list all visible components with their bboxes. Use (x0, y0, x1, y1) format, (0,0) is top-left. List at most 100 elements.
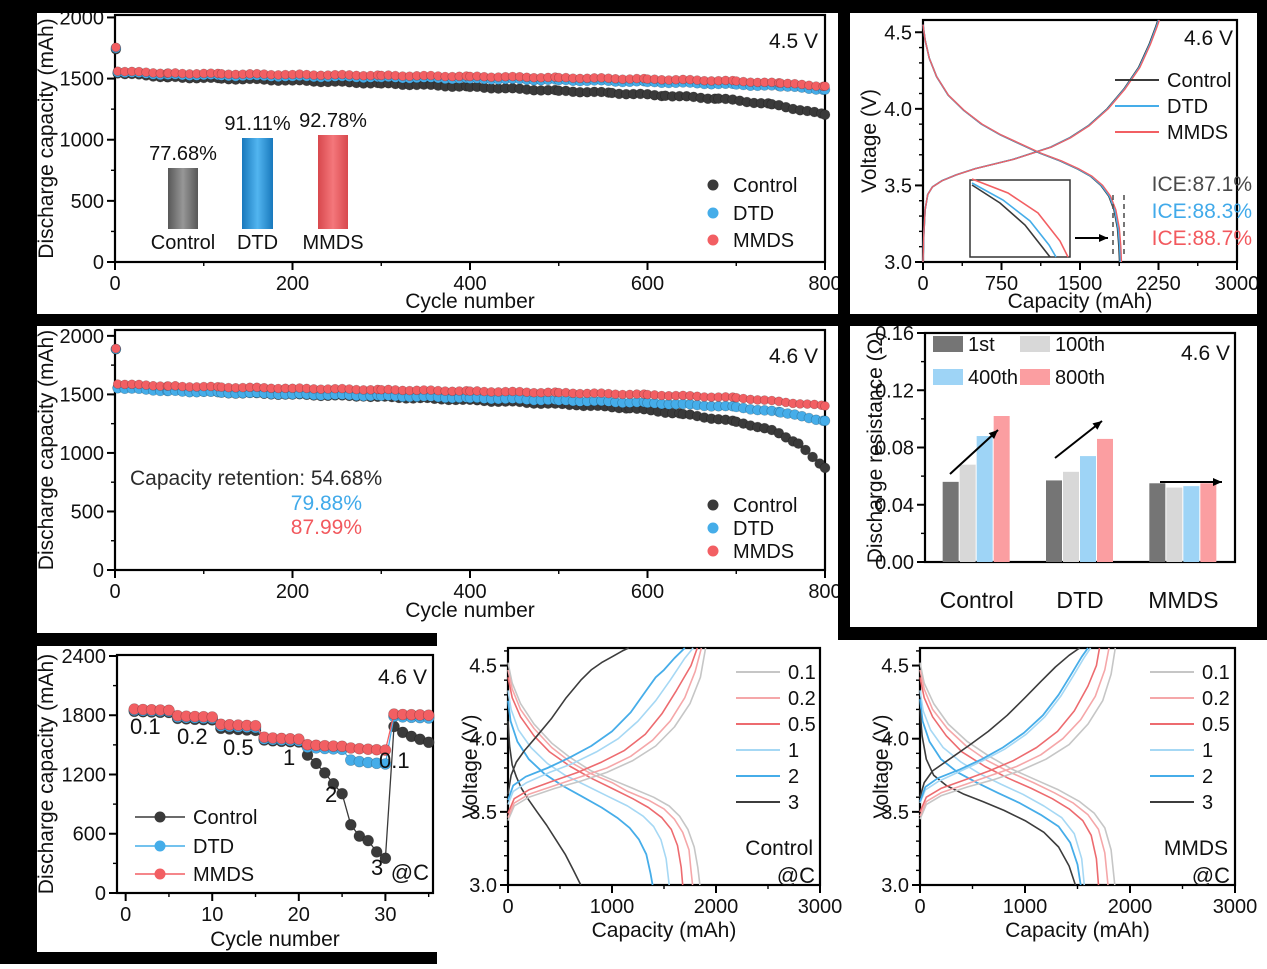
axes-g: 0 1000 2000 3000 3.0 3.5 4.0 4.5 Capacity (mAh) V… (870, 650, 1257, 942)
y-tick-label: 0 (93, 252, 104, 274)
plot-frame (113, 328, 827, 572)
annotation: 4.6 V (1184, 27, 1233, 50)
y-tick-label: 3.0 (881, 875, 909, 897)
label: DTD (1167, 96, 1208, 118)
bar-MMDS-800th (1200, 483, 1217, 562)
legend-item-2: 2 (1150, 766, 1213, 788)
arrow-shape (1075, 234, 1108, 242)
annotation: 2 (325, 782, 337, 807)
y-tick-label: 4.5 (884, 22, 912, 44)
series-0.1-charge (507, 647, 707, 821)
x-tick-label: 600 (631, 273, 664, 295)
x-tick-label: 400 (453, 273, 486, 295)
series-0.5-charge (919, 647, 1101, 813)
x-tick-label: 0 (109, 273, 120, 295)
series-2-charge (919, 647, 1089, 802)
panel-rate-capability: 0 10 20 30 0 600 1200 1800 2400 Cycle number Disch… (35, 646, 437, 952)
y-tick-label: 1800 (62, 705, 107, 727)
label: 1 (788, 740, 799, 762)
y-tick-label: 0.04 (875, 495, 914, 517)
x-axis-label: Cycle number (405, 599, 535, 622)
chart-a: 0 200 400 600 800 0 500 1000 1500 2000 Cycle numbe… (35, 7, 842, 313)
y-tick-label: 3.0 (884, 252, 912, 274)
bar-Control-1st (942, 481, 959, 562)
x-tick-label: 800 (808, 273, 838, 295)
y-tick-label: 1500 (60, 69, 105, 91)
poly-shape (971, 184, 1051, 258)
bar-groups: Control DTD MMDS (940, 416, 1218, 613)
border-top (0, 0, 1267, 13)
y-tick-label: 4.5 (881, 656, 909, 678)
plot-frame (113, 13, 827, 264)
y-axis-label: Discharge capacity (mAh) (37, 654, 58, 894)
y-tick-label: 4.5 (469, 656, 497, 678)
y-tick-label: 500 (71, 191, 104, 213)
label: DTD (193, 836, 234, 858)
x-tick-label: 600 (631, 581, 664, 603)
label: MMDS (733, 541, 794, 563)
bar-Control-100th (959, 464, 976, 562)
panel-cycling-4p5V: 0 200 400 600 800 0 500 1000 1500 2000 Cycle numbe… (35, 7, 842, 314)
plot-frame (506, 646, 822, 887)
bar-MMDS-400th (1183, 486, 1200, 562)
label: MMDS (193, 864, 254, 886)
arrow-shape (1160, 478, 1222, 486)
annotation: MMDS (1164, 837, 1228, 860)
annotation: ICE:88.3% (1152, 200, 1252, 223)
series-0.2-charge (919, 647, 1110, 817)
label: Control (1167, 70, 1231, 92)
legend-item-Control: Control (707, 495, 797, 517)
bar-Control-800th (993, 416, 1010, 562)
legend-item-0.1: 0.1 (1150, 662, 1230, 684)
x-tick-label: 200 (276, 273, 309, 295)
y-tick-label: 2000 (60, 326, 105, 348)
x-tick-label: 800 (808, 581, 838, 603)
series-0.1-discharge (507, 662, 701, 886)
series-0.5-charge (507, 647, 699, 814)
divider-columns (838, 0, 850, 640)
chart-b: 0 750 1500 2250 3000 3.0 3.5 4.0 4.5 Capacity (mA… (858, 18, 1259, 313)
plot-frame (921, 18, 1239, 264)
y-tick-label: 0.12 (875, 380, 914, 402)
y-tick-label: 4.0 (469, 729, 497, 751)
y-tick-label: 1500 (60, 384, 105, 406)
series-1-charge (919, 647, 1092, 804)
y-axis-label: Discharge resistance (Ω) (864, 332, 887, 564)
vbar-shape: MMDS 92.78% (299, 110, 367, 254)
divider-row1-row2 (0, 314, 1267, 326)
vbar-shape: Control 77.68% (149, 143, 217, 254)
annotation: ICE:87.1% (1152, 173, 1252, 196)
series-0.2-charge (507, 647, 703, 819)
label: 800th (1055, 367, 1105, 389)
x-tick-label: 1500 (1058, 273, 1103, 295)
y-tick-label: 0 (93, 560, 104, 582)
legend-item-3: 3 (1150, 792, 1213, 814)
y-tick-label: 3.5 (469, 802, 497, 824)
legend-item-1: 1 (736, 740, 799, 762)
annotation: 0.5 (223, 735, 254, 760)
legend-item-Control: Control (707, 175, 797, 197)
annotation: @C (391, 860, 429, 885)
arrow-shape (1054, 420, 1103, 459)
series-MMDS (111, 343, 830, 411)
series-MMDS (128, 703, 435, 756)
rect-shape (969, 179, 1071, 258)
category-label: MMDS (1148, 587, 1218, 613)
x-axis-label: Capacity (mAh) (1008, 290, 1153, 313)
y-tick-label: 500 (71, 501, 104, 523)
annotation: 1 (283, 745, 295, 770)
x-tick-label: 0 (502, 896, 513, 918)
series-0.5-discharge (919, 677, 1100, 886)
label: 400th (968, 367, 1018, 389)
category-label: Control (940, 587, 1014, 613)
x-tick-label: 1000 (590, 896, 635, 918)
divider-row2-row3-left (0, 633, 437, 646)
panel-cycling-4p6V: 0 200 400 600 800 0 500 1000 1500 2000 Cycle numbe… (35, 326, 842, 633)
label: MMDS (1167, 122, 1228, 144)
legend-item-DTD: DTD (707, 518, 774, 540)
series-3-charge (507, 647, 629, 795)
series-1-discharge (919, 690, 1086, 886)
label: 0.5 (788, 714, 816, 736)
